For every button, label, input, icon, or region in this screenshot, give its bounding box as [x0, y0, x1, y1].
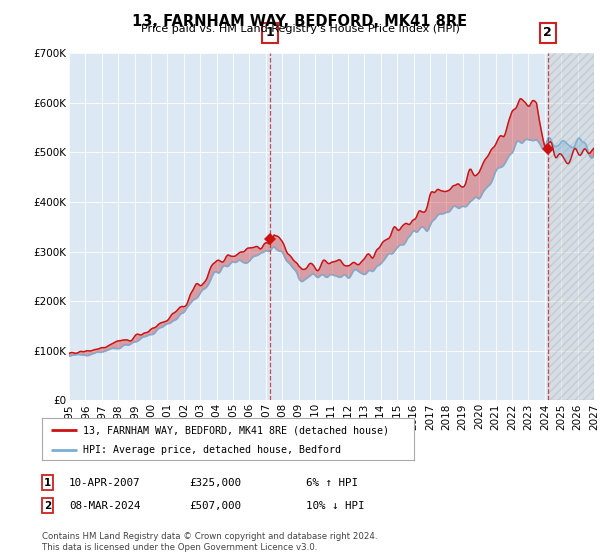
Text: 1: 1: [44, 478, 51, 488]
Text: 6% ↑ HPI: 6% ↑ HPI: [306, 478, 358, 488]
Text: Price paid vs. HM Land Registry's House Price Index (HPI): Price paid vs. HM Land Registry's House …: [140, 24, 460, 34]
Text: 2: 2: [544, 26, 552, 39]
Bar: [548, 53, 594, 400]
Bar: [548, 53, 594, 400]
Text: 13, FARNHAM WAY, BEDFORD, MK41 8RE (detached house): 13, FARNHAM WAY, BEDFORD, MK41 8RE (deta…: [83, 425, 389, 435]
Text: Contains HM Land Registry data © Crown copyright and database right 2024.: Contains HM Land Registry data © Crown c…: [42, 532, 377, 541]
Text: 10-APR-2007: 10-APR-2007: [69, 478, 140, 488]
Text: This data is licensed under the Open Government Licence v3.0.: This data is licensed under the Open Gov…: [42, 543, 317, 552]
Text: £325,000: £325,000: [189, 478, 241, 488]
Text: 08-MAR-2024: 08-MAR-2024: [69, 501, 140, 511]
Text: 13, FARNHAM WAY, BEDFORD, MK41 8RE: 13, FARNHAM WAY, BEDFORD, MK41 8RE: [133, 14, 467, 29]
Text: 10% ↓ HPI: 10% ↓ HPI: [306, 501, 365, 511]
Text: HPI: Average price, detached house, Bedford: HPI: Average price, detached house, Bedf…: [83, 445, 341, 455]
Text: 1: 1: [266, 26, 275, 39]
Text: 2: 2: [44, 501, 51, 511]
Text: £507,000: £507,000: [189, 501, 241, 511]
